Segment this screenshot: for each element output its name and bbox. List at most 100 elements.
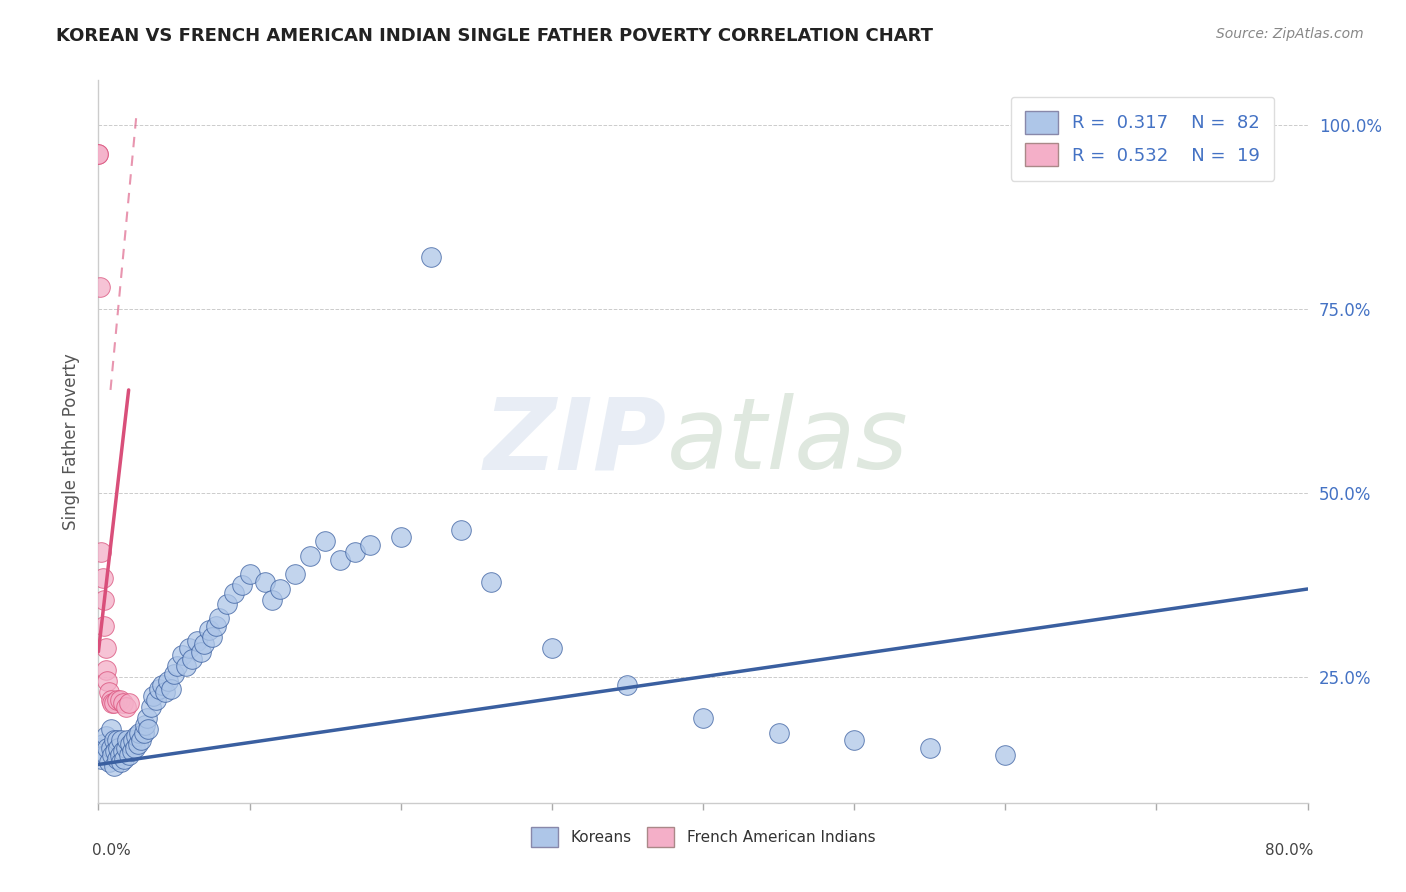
Point xyxy=(132,725,155,739)
Point xyxy=(114,740,136,755)
Point xyxy=(96,674,118,689)
Point xyxy=(111,744,134,758)
Point xyxy=(120,737,142,751)
Point xyxy=(105,692,128,706)
Point xyxy=(692,711,714,725)
Point xyxy=(100,740,122,755)
Point xyxy=(150,678,173,692)
Point xyxy=(148,681,170,696)
Point xyxy=(616,678,638,692)
Point xyxy=(127,737,149,751)
Point xyxy=(231,578,253,592)
Point xyxy=(156,674,179,689)
Point xyxy=(89,279,111,293)
Point xyxy=(481,574,503,589)
Point xyxy=(181,652,204,666)
Point xyxy=(299,549,322,563)
Point xyxy=(94,730,117,744)
Point xyxy=(94,747,117,762)
Point xyxy=(174,659,197,673)
Point xyxy=(129,733,152,747)
Point xyxy=(768,725,790,739)
Point xyxy=(253,574,276,589)
Point xyxy=(134,718,156,732)
Point xyxy=(190,645,212,659)
Point xyxy=(179,640,201,655)
Point xyxy=(844,733,866,747)
Point xyxy=(215,597,238,611)
Point xyxy=(96,740,118,755)
Text: atlas: atlas xyxy=(666,393,908,490)
Point xyxy=(87,740,110,755)
Point xyxy=(269,582,291,596)
Text: KOREAN VS FRENCH AMERICAN INDIAN SINGLE FATHER POVERTY CORRELATION CHART: KOREAN VS FRENCH AMERICAN INDIAN SINGLE … xyxy=(56,27,934,45)
Point xyxy=(224,585,246,599)
Point xyxy=(205,619,228,633)
Point xyxy=(201,630,224,644)
Point xyxy=(121,744,143,758)
Point xyxy=(103,696,125,710)
Point xyxy=(114,700,136,714)
Point xyxy=(118,747,141,762)
Point xyxy=(166,659,188,673)
Point xyxy=(329,552,352,566)
Point xyxy=(91,571,114,585)
Point xyxy=(193,637,215,651)
Point xyxy=(93,747,115,762)
Point xyxy=(135,711,157,725)
Point xyxy=(186,633,208,648)
Point xyxy=(197,623,219,637)
Legend: Koreans, French American Indians: Koreans, French American Indians xyxy=(524,822,882,853)
Point xyxy=(141,700,163,714)
Point xyxy=(90,545,112,559)
Point xyxy=(142,689,165,703)
Point xyxy=(105,751,128,765)
Point xyxy=(94,663,117,677)
Point xyxy=(100,692,122,706)
Point xyxy=(389,530,412,544)
Point xyxy=(108,692,131,706)
Point xyxy=(103,733,125,747)
Point xyxy=(208,611,231,625)
Point xyxy=(94,640,117,655)
Point xyxy=(87,147,110,161)
Y-axis label: Single Father Poverty: Single Father Poverty xyxy=(62,353,80,530)
Point xyxy=(98,685,121,699)
Point xyxy=(145,692,167,706)
Point xyxy=(160,681,183,696)
Point xyxy=(128,725,150,739)
Point xyxy=(314,534,336,549)
Text: ZIP: ZIP xyxy=(484,393,666,490)
Point xyxy=(101,696,124,710)
Point xyxy=(93,619,115,633)
Point xyxy=(170,648,193,663)
Point xyxy=(125,730,148,744)
Text: 80.0%: 80.0% xyxy=(1265,843,1313,857)
Point xyxy=(107,740,129,755)
Point xyxy=(110,756,132,770)
Point xyxy=(87,147,110,161)
Text: Source: ZipAtlas.com: Source: ZipAtlas.com xyxy=(1216,27,1364,41)
Point xyxy=(103,759,125,773)
Point xyxy=(105,733,128,747)
Point xyxy=(122,733,145,747)
Point xyxy=(93,593,115,607)
Point xyxy=(136,722,159,736)
Point xyxy=(90,751,112,765)
Point xyxy=(110,733,132,747)
Point xyxy=(111,696,134,710)
Point xyxy=(420,250,443,264)
Point xyxy=(262,593,284,607)
Point xyxy=(112,751,135,765)
Point xyxy=(98,756,121,770)
Point xyxy=(104,744,127,758)
Point xyxy=(118,696,141,710)
Point xyxy=(360,538,382,552)
Point xyxy=(450,523,472,537)
Point xyxy=(153,685,176,699)
Text: 0.0%: 0.0% xyxy=(93,843,131,857)
Point xyxy=(101,747,124,762)
Point xyxy=(918,740,941,755)
Point xyxy=(115,733,138,747)
Point xyxy=(344,545,367,559)
